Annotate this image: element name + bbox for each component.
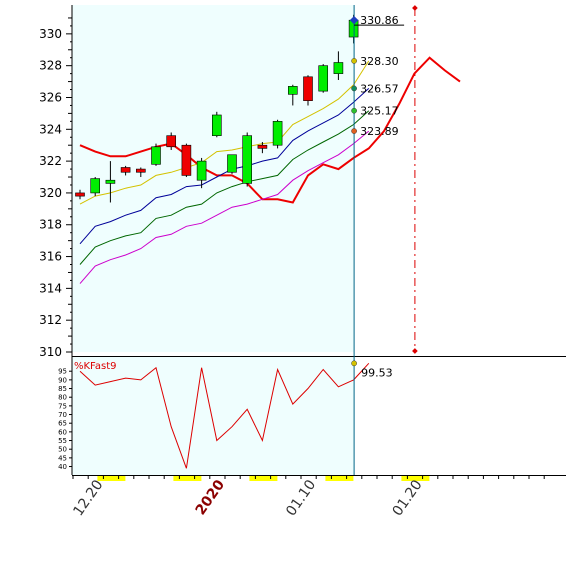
osc-tick-label: 65 [58,420,67,428]
date-label: 01.10 [283,477,319,519]
candle-up [318,65,329,92]
oscillator-title: %KFast9 [74,361,117,372]
band-line-3 [79,110,370,265]
candle-up [227,154,237,173]
band-value-marker [351,107,357,114]
band-value-marker [351,58,357,64]
price-tick-label: 310 [39,345,62,359]
weekend-marker [249,476,278,481]
candle-up [333,62,344,74]
candle-up [151,146,161,165]
candle-up [196,160,207,181]
osc-tick-label: 50 [58,446,67,454]
candle-up [90,178,100,194]
candle-up [272,121,283,146]
candle-down [136,168,146,173]
candle-up [105,179,116,184]
candle-up [242,135,252,184]
future-marker-top [412,5,418,11]
price-tick-label: 322 [39,154,62,168]
osc-tick-label: 80 [58,394,67,402]
osc-tick-label: 45 [58,454,67,462]
candle-down [166,135,176,148]
band-line-1 [79,60,370,205]
moving-average-lines [79,56,461,284]
price-tick-label: 314 [39,281,62,295]
candle-down [120,167,131,173]
price-tick-label: 328 [39,59,62,73]
candle-down [257,144,268,149]
band-value-label: 328.30 [360,55,399,68]
band-line-2 [79,88,370,245]
date-axis: 12.20 2020 01.10 01.20 [70,475,545,519]
candle-down [303,76,313,101]
oscillator-series [79,362,370,469]
weekend-marker [97,476,126,481]
osc-tick-label: 55 [58,437,67,445]
oscillator-labels: %KFast9 99.53 [74,360,393,379]
price-tick-label: 318 [39,218,62,232]
weekend-marker [173,476,202,481]
oscillator-value-marker [351,360,357,367]
oscillator-value-label: 99.53 [361,366,393,379]
price-tick-label: 320 [39,186,62,200]
oscillator-panel-background [72,357,355,475]
band-value-marker [351,128,357,134]
band-line-4 [79,130,370,284]
osc-tick-label: 85 [58,385,67,393]
price-tick-label: 312 [39,313,62,327]
price-value-labels: 330.86 328.30 326.57 325.17 323.89 [349,5,418,354]
candle-up [212,114,222,136]
date-label: 12.20 [70,477,106,519]
future-marker-bottom [412,348,418,354]
date-label: 01.20 [390,477,426,519]
band-value-label: 326.57 [360,82,399,95]
price-tick-label: 316 [39,250,62,264]
price-tick-label: 330 [39,27,62,41]
osc-tick-label: 75 [58,402,67,410]
candle-down [75,192,85,197]
candle-down [181,144,192,176]
osc-tick-label: 40 [58,463,67,471]
candle-up [287,86,298,95]
osc-tick-label: 95 [58,368,67,376]
weekend-marker [401,476,430,481]
band-value-label: 325.17 [360,105,399,118]
osc-tick-label: 60 [58,428,67,436]
band-value-marker [351,85,357,92]
date-label: 2020 [193,477,229,518]
price-tick-label: 326 [39,90,62,104]
weekend-marker [325,476,354,481]
oscillator-line [79,362,370,469]
last-price-marker [349,15,359,25]
trend-line [79,56,461,204]
price-y-axis: 310 312 314 316 318 320 322 324 326 328 330 [39,17,72,359]
price-tick-label: 324 [39,122,62,136]
band-value-label: 323.89 [360,125,399,138]
osc-tick-label: 90 [58,376,67,384]
osc-tick-label: 70 [58,411,67,419]
band-value-label: 330.86 [360,14,399,27]
